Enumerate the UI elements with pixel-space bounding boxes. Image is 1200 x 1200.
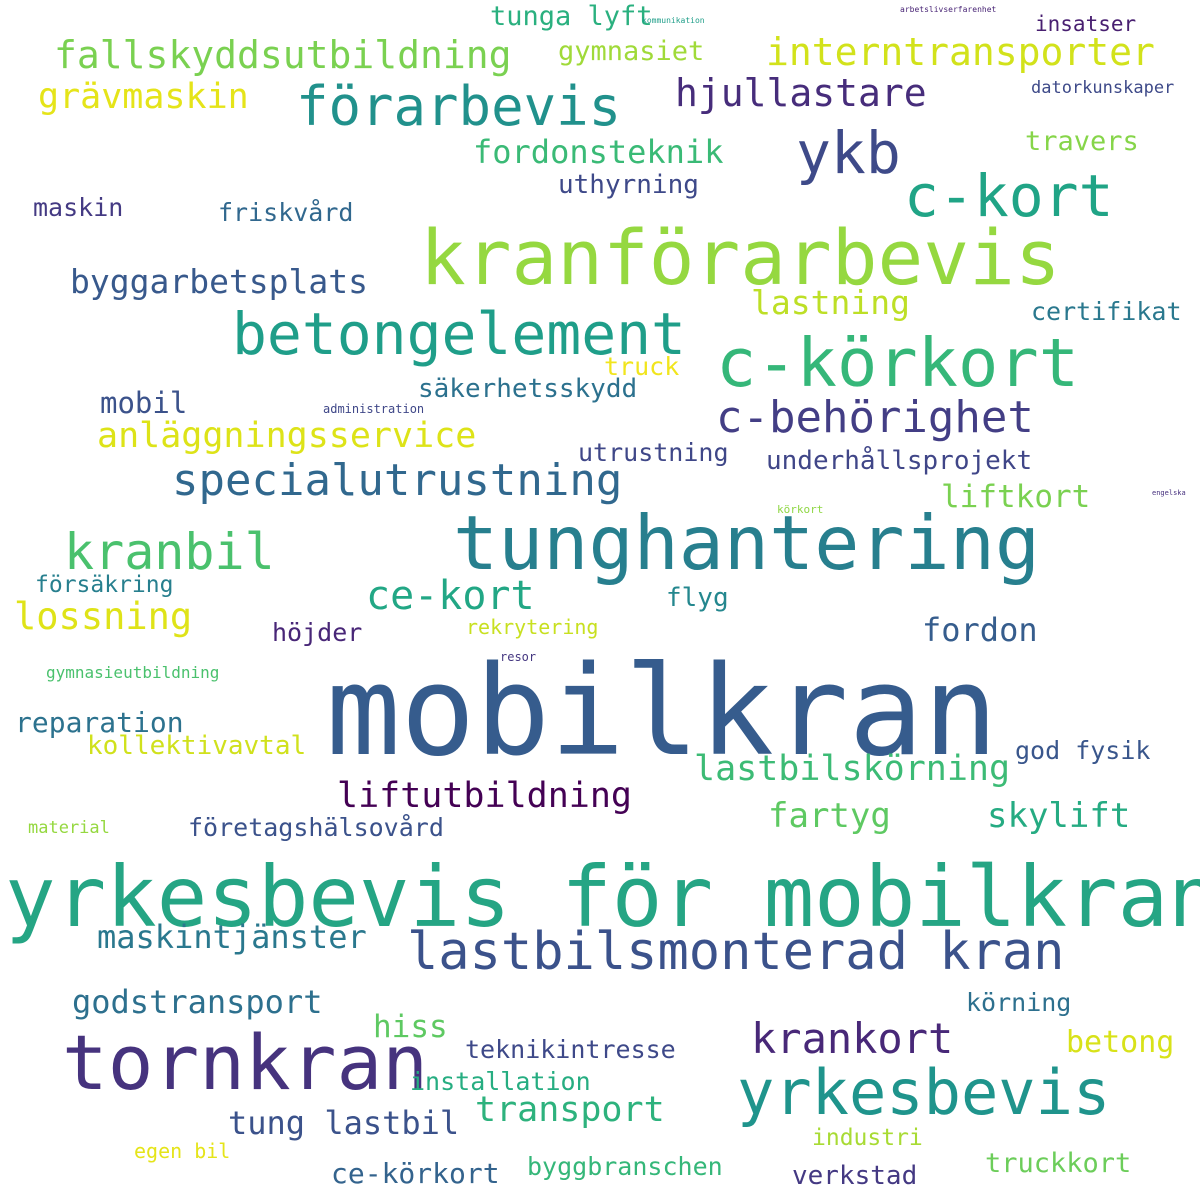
word: underhållsprojekt [766, 446, 1033, 476]
word: lastbilsmonterad kran [407, 922, 1065, 982]
word: liftutbildning [337, 776, 633, 816]
word: flyg [666, 583, 729, 613]
word: resor [500, 650, 537, 664]
word: friskvård [218, 198, 354, 227]
word: engelska [1152, 489, 1186, 497]
word: insatser [1035, 12, 1137, 36]
word: hiss [373, 1009, 448, 1045]
word: företagshälsovård [188, 813, 444, 842]
word: material [28, 818, 110, 838]
word: förarbevis [296, 75, 622, 138]
word: säkerhetsskydd [418, 374, 638, 404]
word: kollektivavtal [87, 731, 307, 761]
word: byggbranschen [527, 1152, 723, 1181]
word: administration [323, 402, 425, 416]
word: god fysik [1015, 736, 1151, 765]
word: uthyrning [558, 170, 699, 200]
word: travers [1025, 126, 1139, 157]
word: försäkring [35, 572, 174, 598]
word: gymnasieutbildning [46, 663, 220, 682]
word: truck [604, 352, 680, 381]
word: fordon [922, 611, 1038, 649]
word: c-körkort [716, 324, 1080, 402]
word: reparation [15, 706, 184, 739]
word: kranförarbevis [420, 213, 1061, 302]
word: certifikat [1031, 297, 1182, 326]
word: gymnasiet [558, 36, 705, 67]
word: fallskyddsutbildning [54, 33, 512, 77]
word: tunghantering [453, 499, 1040, 587]
word: grävmaskin [38, 77, 249, 117]
word: maskintjänster [97, 918, 367, 956]
word: lastning [751, 283, 910, 322]
word: rekrytering [466, 615, 599, 639]
word: ykb [796, 119, 901, 187]
word: maskin [33, 193, 124, 222]
word: betong [1066, 1025, 1175, 1060]
word: fartyg [768, 796, 891, 836]
word: transport [475, 1090, 665, 1130]
word: lastbilskörning [694, 749, 1011, 789]
word: kranbil [64, 523, 275, 581]
word: yrkesbevis [737, 1056, 1111, 1129]
word: betongelement [232, 300, 686, 368]
word: godstransport [72, 983, 323, 1021]
word: skylift [987, 796, 1131, 836]
word: körning [966, 988, 1072, 1017]
word: mobil [100, 386, 188, 420]
word: byggarbetsplats [70, 262, 369, 301]
word: utrustning [578, 438, 729, 467]
word: liftkort [941, 479, 1091, 515]
word: anläggningsservice [97, 416, 477, 456]
word: ce-kort [366, 573, 535, 619]
word: datorkunskaper [1031, 78, 1175, 98]
word: körkort [777, 503, 824, 516]
word: egen bil [134, 1139, 231, 1163]
word: verkstad [792, 1161, 918, 1191]
word: tung lastbil [228, 1104, 460, 1142]
word: specialutrustning [172, 455, 623, 506]
word: mobilkran [326, 640, 998, 784]
word: installation [410, 1067, 591, 1096]
word: yrkesbevis för mobilkran [5, 848, 1200, 946]
word: kommunikation [642, 16, 705, 25]
word: teknikintresse [465, 1035, 676, 1064]
word: hjullastare [675, 71, 927, 115]
word: arbetslivserfarenhet [900, 5, 997, 14]
word: krankort [751, 1014, 954, 1063]
word: interntransporter [766, 30, 1155, 74]
word: lossning [14, 595, 193, 638]
word: industri [812, 1125, 923, 1151]
word: c-behörighet [716, 392, 1034, 443]
word: ce-körkort [331, 1157, 500, 1190]
word: c-kort [904, 162, 1114, 230]
word: fordonsteknik [473, 133, 724, 171]
word: truckkort [985, 1148, 1132, 1179]
word: höjder [272, 618, 363, 647]
word: tornkran [62, 1018, 429, 1107]
word: tunga lyft [490, 1, 653, 32]
